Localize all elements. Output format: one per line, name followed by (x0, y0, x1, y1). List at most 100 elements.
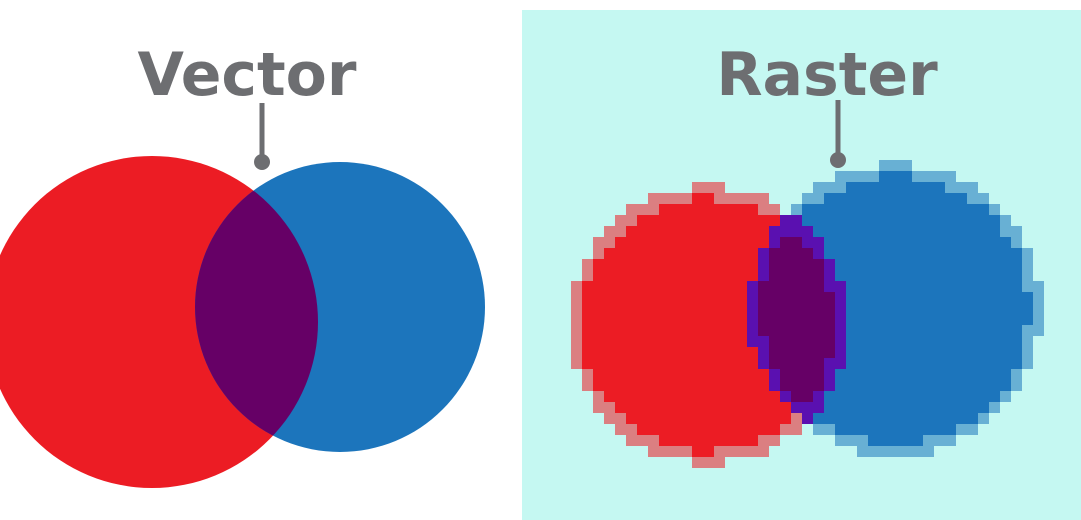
pixel (791, 347, 802, 358)
pixel (681, 380, 692, 391)
pixel (945, 215, 956, 226)
pixel (857, 270, 868, 281)
pixel (846, 347, 857, 358)
pixel (934, 435, 945, 446)
pixel (945, 237, 956, 248)
pixel (956, 402, 967, 413)
pixel (626, 435, 637, 446)
pixel (989, 303, 1000, 314)
pixel (692, 380, 703, 391)
pixel (879, 325, 890, 336)
pixel (725, 303, 736, 314)
pixel (967, 226, 978, 237)
pixel (868, 369, 879, 380)
pointer-dot (830, 152, 846, 168)
pixel (1011, 303, 1022, 314)
pixel (813, 358, 824, 369)
pixel (725, 325, 736, 336)
pixel (747, 402, 758, 413)
pixel (879, 402, 890, 413)
pixel (604, 248, 615, 259)
pixel (813, 237, 824, 248)
pixel (846, 292, 857, 303)
pixel (1000, 325, 1011, 336)
pixel (637, 215, 648, 226)
pixel (824, 336, 835, 347)
pixel (846, 215, 857, 226)
pixel (703, 358, 714, 369)
pixel (736, 380, 747, 391)
pixel (890, 402, 901, 413)
pixel (912, 259, 923, 270)
pixel (1011, 270, 1022, 281)
pixel (791, 358, 802, 369)
pixel (648, 248, 659, 259)
pixel (659, 413, 670, 424)
pixel (615, 303, 626, 314)
pixel (615, 215, 626, 226)
pixel (956, 182, 967, 193)
pixel (879, 358, 890, 369)
pixel (747, 281, 758, 292)
pixel (791, 413, 802, 424)
pixel (692, 237, 703, 248)
pixel (725, 226, 736, 237)
pixel (890, 237, 901, 248)
pixel (901, 259, 912, 270)
pixel (857, 193, 868, 204)
pixel (1033, 314, 1044, 325)
pixel (681, 336, 692, 347)
pixel (681, 369, 692, 380)
pixel (912, 446, 923, 457)
pixel (626, 292, 637, 303)
pixel (758, 215, 769, 226)
pixel (835, 424, 846, 435)
pixel (890, 204, 901, 215)
pixel (879, 336, 890, 347)
pixel (747, 347, 758, 358)
pixel (1022, 358, 1033, 369)
pixel (670, 237, 681, 248)
pixel (626, 358, 637, 369)
pixel (813, 424, 824, 435)
pixel (901, 193, 912, 204)
pixel (978, 347, 989, 358)
pixel (923, 259, 934, 270)
pixel (945, 248, 956, 259)
pixel (648, 314, 659, 325)
pixel (890, 215, 901, 226)
pixel (615, 391, 626, 402)
pixel (967, 237, 978, 248)
pixel (945, 292, 956, 303)
pixel (736, 325, 747, 336)
pixel (835, 336, 846, 347)
pixel (593, 237, 604, 248)
pixel (769, 402, 780, 413)
pixel (923, 193, 934, 204)
pixel (571, 281, 582, 292)
pixel (846, 336, 857, 347)
pixel (967, 347, 978, 358)
pixel (1011, 380, 1022, 391)
pixel (1022, 248, 1033, 259)
pixel (604, 325, 615, 336)
pixel (780, 413, 791, 424)
pixel (989, 369, 1000, 380)
pixel (868, 193, 879, 204)
pixel (714, 402, 725, 413)
pixel (692, 281, 703, 292)
pixel (604, 413, 615, 424)
pixel (802, 248, 813, 259)
pixel (978, 314, 989, 325)
pixel (626, 226, 637, 237)
pixel (879, 424, 890, 435)
pixel (967, 336, 978, 347)
pixel (615, 281, 626, 292)
pixel (670, 303, 681, 314)
pixel (769, 369, 780, 380)
pixel (846, 402, 857, 413)
pixel (593, 402, 604, 413)
pixel (846, 237, 857, 248)
pixel (945, 193, 956, 204)
pixel (989, 325, 1000, 336)
